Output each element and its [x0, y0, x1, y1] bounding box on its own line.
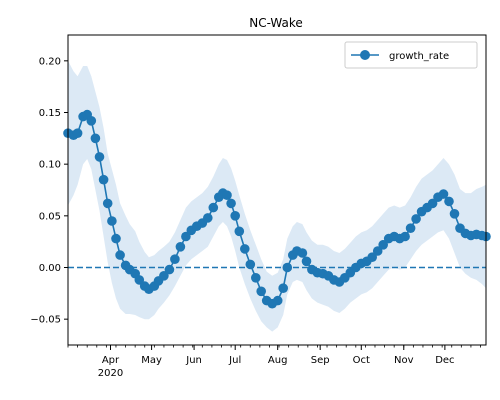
data-point [230, 211, 240, 221]
x-axis: Apr May Jun Jul Aug Sep Oct Nov Dec 2020 [67, 345, 481, 379]
data-point [444, 196, 454, 207]
x-tick-label: Dec [435, 355, 454, 366]
x-tick-label: Sep [311, 355, 330, 366]
legend-marker [360, 50, 370, 60]
confidence-band-layer [68, 60, 486, 332]
data-point [251, 273, 261, 283]
data-point [181, 231, 191, 242]
data-point [107, 216, 117, 226]
data-point [102, 198, 113, 209]
y-tick-label: 0.00 [39, 263, 61, 274]
legend-box [344, 41, 478, 69]
data-point [222, 190, 232, 200]
data-point [272, 295, 283, 306]
data-point [111, 233, 121, 244]
data-point [175, 242, 186, 252]
data-point [297, 248, 308, 258]
y-tick-label: 0.15 [39, 108, 61, 119]
data-point [234, 226, 245, 237]
x-tick-label: May [141, 355, 162, 366]
data-point [159, 271, 169, 281]
y-axis: −0.05 0.00 0.05 0.10 0.15 0.20 [30, 56, 68, 326]
data-point [301, 256, 312, 267]
data-point [405, 223, 416, 233]
legend-label: growth_rate [389, 51, 449, 62]
confidence-band [68, 60, 486, 332]
data-point [240, 244, 250, 254]
data-point [134, 275, 145, 285]
data-point [367, 252, 378, 262]
data-point [98, 174, 109, 185]
data-point [372, 246, 383, 256]
data-point [427, 198, 438, 209]
x-year-label: 2020 [98, 368, 123, 379]
data-point [90, 133, 101, 144]
data-point [438, 189, 449, 199]
data-point [94, 152, 105, 162]
x-tick-label: Oct [353, 355, 370, 366]
x-tick-label: Aug [268, 355, 288, 366]
data-point [411, 214, 421, 224]
growth-rate-series-layer [63, 109, 491, 309]
y-tick-label: 0.10 [39, 160, 61, 171]
x-tick-label: Apr [102, 355, 120, 366]
y-tick-label: 0.05 [39, 211, 61, 222]
data-point [170, 254, 180, 264]
data-point [400, 231, 410, 242]
legend: growth_rate [344, 41, 478, 69]
data-point [256, 286, 267, 297]
data-point [449, 209, 460, 219]
data-point [72, 128, 83, 138]
data-point [115, 250, 125, 260]
y-tick-label: 0.20 [39, 56, 61, 67]
data-point [86, 116, 97, 126]
y-tick-label: −0.05 [30, 315, 61, 326]
data-point [164, 264, 175, 275]
chart-title: NC-Wake [249, 16, 303, 30]
x-tick-label: Jul [228, 355, 241, 366]
data-point [245, 259, 256, 270]
x-tick-label: Jun [185, 355, 202, 366]
data-point [203, 213, 213, 223]
data-point [282, 262, 293, 273]
plot-frame [67, 34, 487, 346]
data-point [208, 202, 219, 213]
data-point [278, 283, 289, 294]
x-tick-label: Nov [394, 355, 414, 366]
data-point [378, 240, 389, 250]
data-point [226, 198, 236, 209]
